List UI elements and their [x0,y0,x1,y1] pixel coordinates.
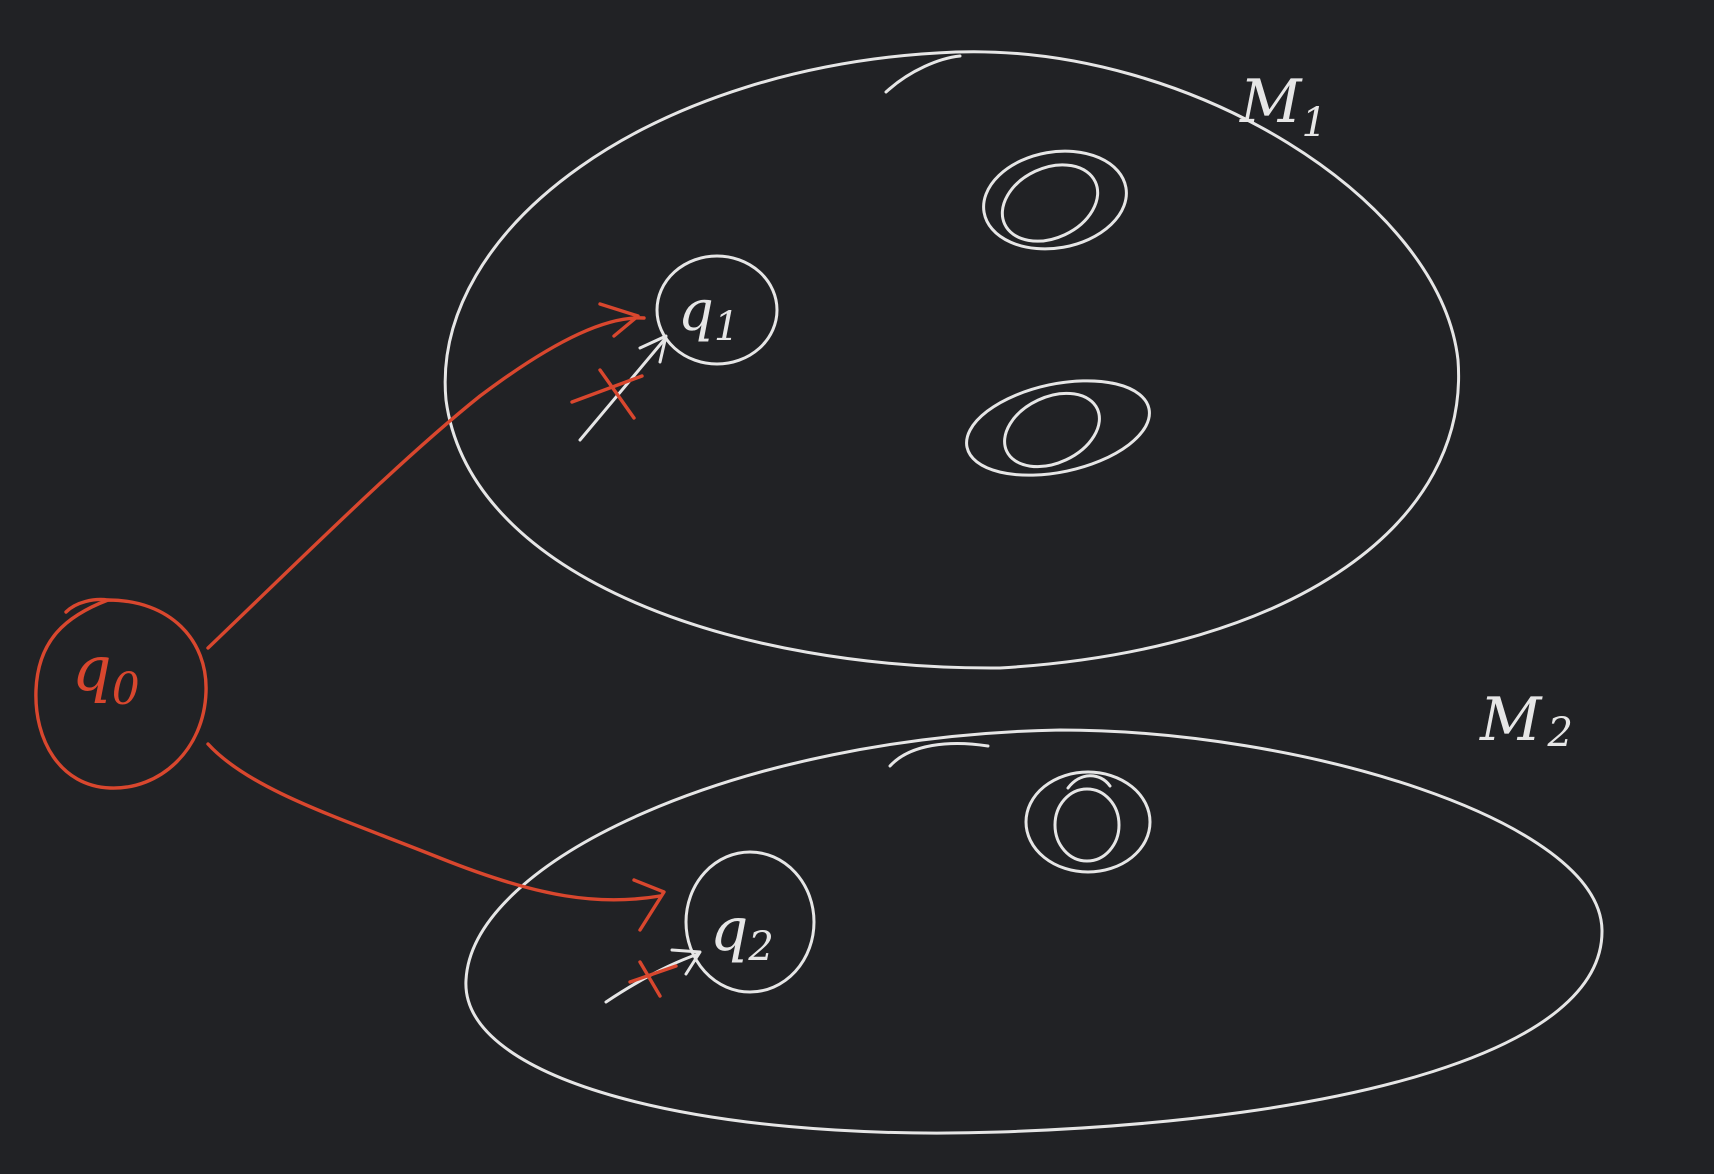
m1-accept-state-upper [982,149,1128,251]
epsilon-transition-q0-q2 [206,742,666,932]
m2-start-arrow-cross-icon [628,960,678,998]
state-q1-label: q1 [678,279,739,350]
machine-m1-label: M1 [1239,67,1327,146]
state-q0: q0 [34,597,208,790]
arrowhead-q1 [598,302,640,338]
machine-m1: M1 q1 [443,50,1461,670]
m1-start-arrow-cross-icon [570,368,644,420]
state-q2-label: q2 [710,895,774,970]
state-q0-circle [34,598,208,790]
machine-m2-boundary-stroke-overlap [888,741,990,768]
arrowhead-q2 [632,878,666,932]
m1-accept-state-lower [965,379,1151,477]
state-q2: q2 [684,850,816,994]
state-q2-circle [684,850,816,994]
epsilon-transition-q0-q1 [206,302,646,650]
m1-original-start-arrow [578,334,668,442]
machine-m1-boundary-stroke-overlap [884,54,962,94]
state-q0-label: q0 [72,632,140,715]
machine-m2-boundary [464,728,1604,1135]
m2-original-start-arrow [604,948,702,1004]
state-q1-circle [655,254,779,366]
machine-m1-boundary [443,50,1461,670]
m2-accept-state [1024,770,1152,874]
state-q1: q1 [655,254,779,366]
